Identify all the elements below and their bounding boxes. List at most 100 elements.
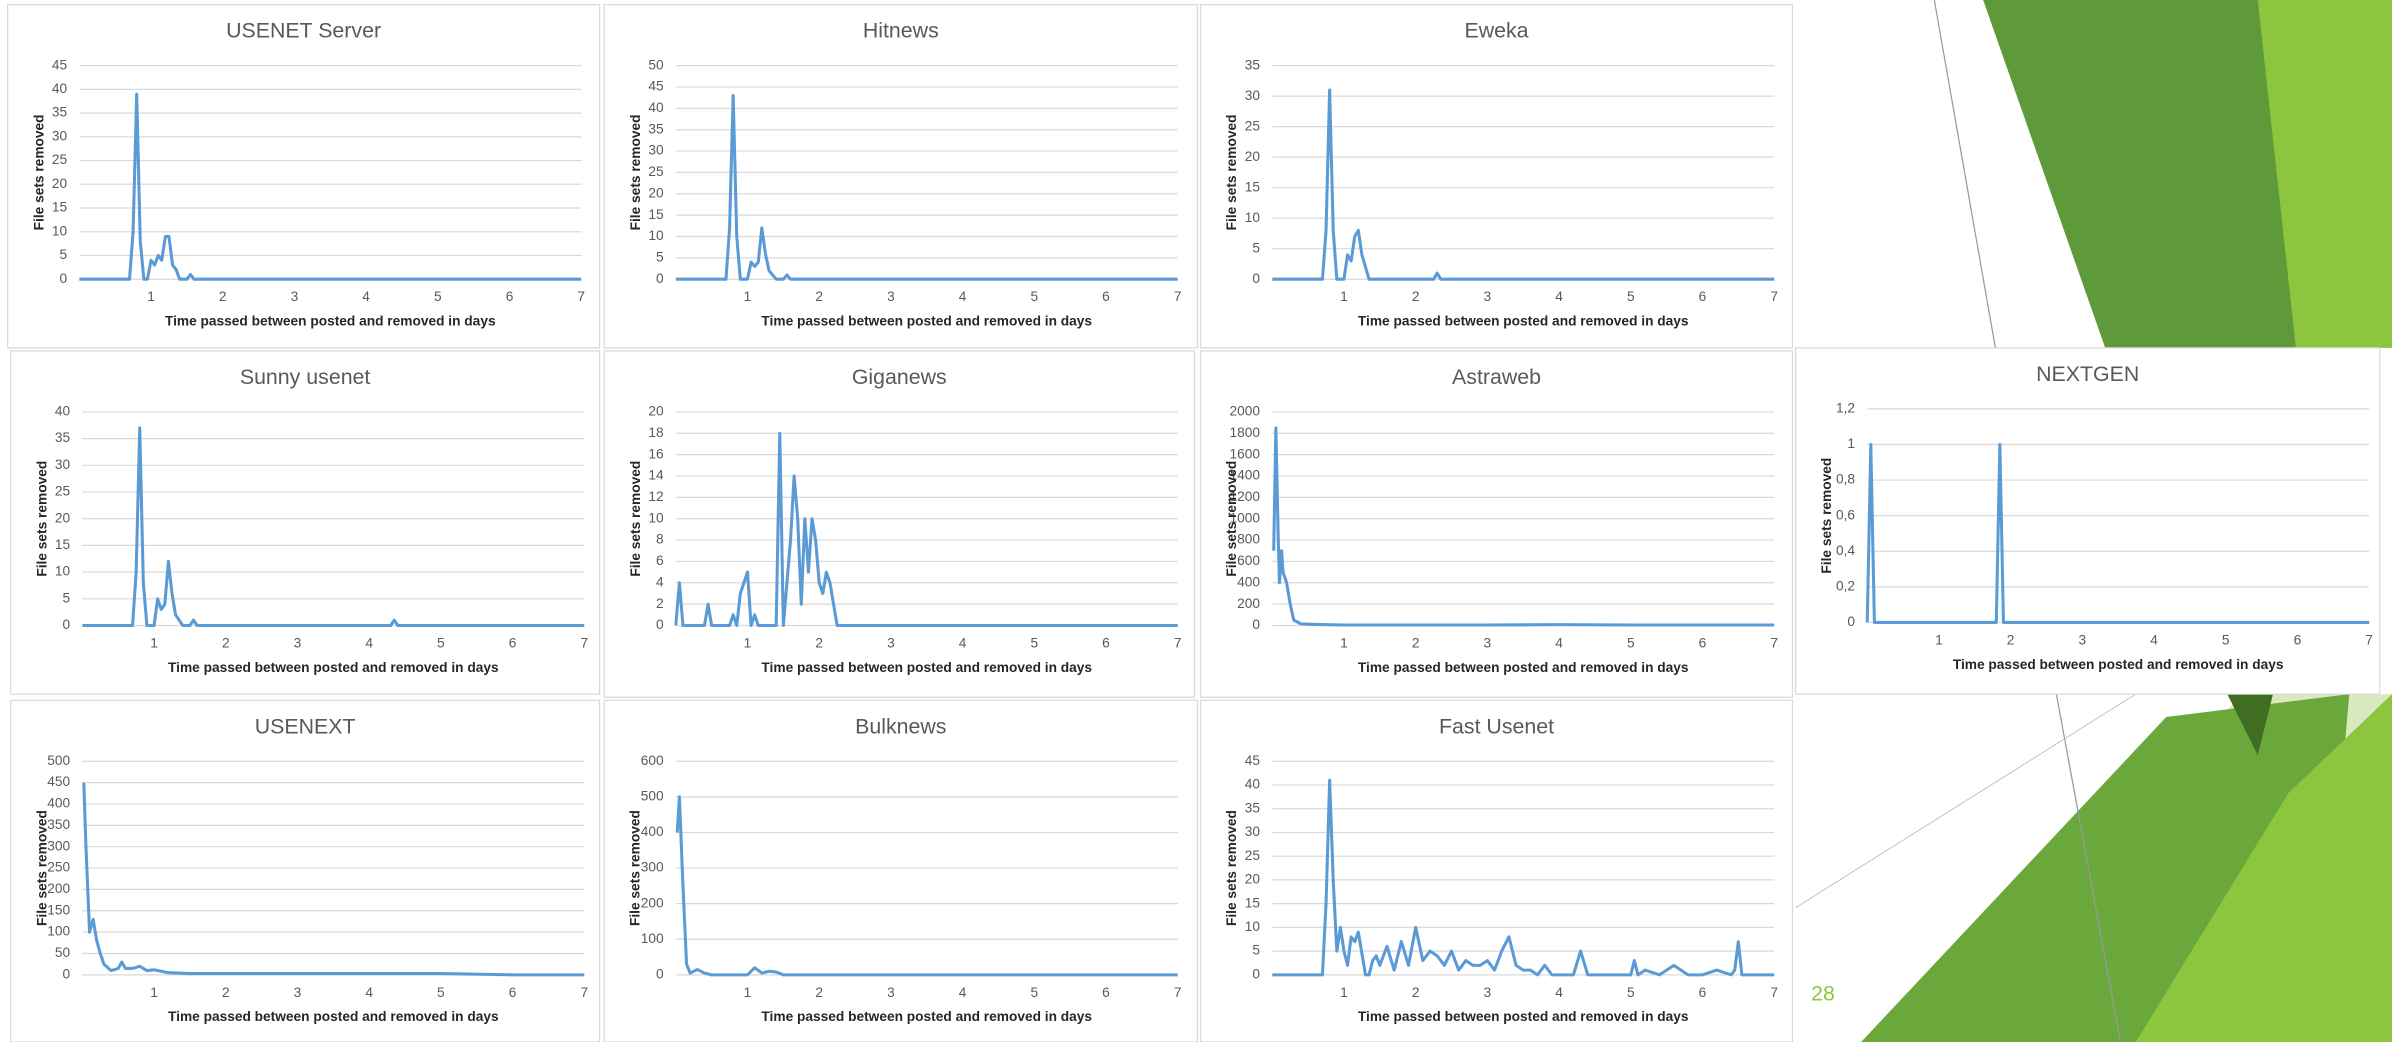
data-line <box>1272 426 1775 627</box>
y-tick-label: 350 <box>47 817 70 832</box>
chart-title: USENET Server <box>226 19 381 43</box>
x-tick-label: 1 <box>147 289 155 304</box>
y-tick-label: 100 <box>47 924 70 939</box>
x-tick-label: 2 <box>1412 635 1420 650</box>
x-tick-label: 3 <box>1484 985 1492 1000</box>
y-tick-label: 12 <box>648 489 663 504</box>
chart-frame <box>1794 347 2381 695</box>
x-tick-label: 1 <box>1935 632 1943 647</box>
x-tick-label: 7 <box>1174 635 1182 650</box>
y-axis-label: File sets removed <box>34 810 49 926</box>
decor-shape <box>1983 0 2327 348</box>
chart-frame <box>1199 4 1794 349</box>
x-axis-label: Time passed between posted and removed i… <box>1358 660 1689 675</box>
x-tick-label: 7 <box>1770 289 1778 304</box>
decor-shape <box>2135 694 2392 1042</box>
x-tick-label: 7 <box>580 635 588 650</box>
x-tick-label: 6 <box>1699 289 1707 304</box>
x-tick-label: 6 <box>2294 632 2302 647</box>
x-tick-label: 3 <box>291 289 299 304</box>
chart-title: Sunny usenet <box>240 365 371 389</box>
x-tick-label: 3 <box>887 289 895 304</box>
chart: Bulknews 0 100 200 300 400 500 600 1 2 3 4 5 6 7 Time p… <box>603 699 1199 1042</box>
y-axis-label: File sets removed <box>628 810 643 926</box>
y-axis-label: File sets removed <box>628 114 643 230</box>
x-axis-label: Time passed between posted and removed i… <box>761 314 1092 329</box>
y-tick-label: 0,8 <box>1836 472 1855 487</box>
y-axis-label: File sets removed <box>31 114 46 230</box>
y-tick-label: 500 <box>47 753 70 768</box>
x-tick-label: 5 <box>1627 635 1635 650</box>
y-tick-label: 30 <box>1245 88 1261 103</box>
y-axis-label: File sets removed <box>1224 461 1239 577</box>
data-line <box>1865 442 2370 624</box>
y-tick-label: 10 <box>55 564 71 579</box>
y-tick-label: 4 <box>656 574 664 589</box>
y-tick-label: 35 <box>1245 800 1261 815</box>
y-tick-label: 20 <box>1245 872 1261 887</box>
y-tick-label: 100 <box>641 931 664 946</box>
y-tick-label: 0 <box>63 966 71 981</box>
x-tick-label: 5 <box>2222 632 2230 647</box>
x-tick-label: 2 <box>1412 985 1420 1000</box>
x-tick-label: 2 <box>815 635 823 650</box>
y-tick-label: 25 <box>1245 118 1261 133</box>
x-tick-label: 3 <box>1484 635 1492 650</box>
decor-shape <box>2257 0 2392 348</box>
y-tick-label: 10 <box>648 228 664 243</box>
x-tick-label: 6 <box>1699 635 1707 650</box>
y-tick-label: 45 <box>52 57 68 72</box>
y-tick-label: 0 <box>1252 271 1260 286</box>
x-tick-label: 7 <box>1770 985 1778 1000</box>
y-tick-label: 25 <box>648 164 664 179</box>
y-tick-label: 35 <box>55 430 71 445</box>
y-tick-label: 25 <box>52 152 68 167</box>
data-line <box>1272 778 1775 977</box>
x-tick-label: 5 <box>1030 985 1038 1000</box>
chart-title: Giganews <box>852 365 947 389</box>
y-tick-label: 40 <box>52 81 68 96</box>
x-tick-label: 1 <box>1340 635 1348 650</box>
y-tick-label: 8 <box>656 532 664 547</box>
y-tick-label: 0,4 <box>1836 543 1855 558</box>
x-tick-label: 6 <box>1102 985 1110 1000</box>
x-tick-label: 4 <box>365 635 373 650</box>
x-tick-label: 1 <box>150 985 158 1000</box>
y-tick-label: 25 <box>55 484 71 499</box>
x-tick-label: 5 <box>434 289 442 304</box>
y-tick-label: 20 <box>55 510 71 525</box>
decor-line <box>1933 0 1996 348</box>
y-tick-label: 300 <box>641 860 664 875</box>
x-tick-label: 6 <box>1102 289 1110 304</box>
y-tick-label: 35 <box>1245 57 1261 72</box>
chart-frame <box>1199 699 1794 1042</box>
y-tick-label: 40 <box>1245 777 1261 792</box>
y-tick-label: 1600 <box>1230 446 1261 461</box>
y-tick-label: 1,2 <box>1836 401 1855 416</box>
x-axis-label: Time passed between posted and removed i… <box>1358 1009 1689 1024</box>
y-tick-label: 150 <box>47 902 70 917</box>
y-tick-label: 30 <box>648 143 664 158</box>
x-tick-label: 2 <box>815 985 823 1000</box>
y-tick-label: 18 <box>648 425 664 440</box>
x-tick-label: 4 <box>1555 289 1563 304</box>
y-tick-label: 45 <box>648 79 664 94</box>
x-tick-label: 6 <box>506 289 514 304</box>
x-tick-label: 3 <box>887 635 895 650</box>
chart-title: Astraweb <box>1452 365 1541 389</box>
chart-title: Bulknews <box>855 714 946 738</box>
y-tick-label: 15 <box>55 537 71 552</box>
y-tick-label: 0,6 <box>1836 507 1855 522</box>
y-tick-label: 0 <box>656 617 664 632</box>
chart: USENEXT 0 50 100 150 200 250 300 350 400 450 500 1 2 3… <box>10 699 601 1042</box>
y-axis-label: File sets removed <box>628 461 643 577</box>
x-tick-label: 6 <box>509 635 517 650</box>
chart: Eweka 0 5 10 15 20 25 30 35 1 2 3 4 5 6 7 Time passed be… <box>1199 4 1794 349</box>
chart-frame <box>7 4 601 349</box>
y-tick-label: 5 <box>1252 240 1260 255</box>
